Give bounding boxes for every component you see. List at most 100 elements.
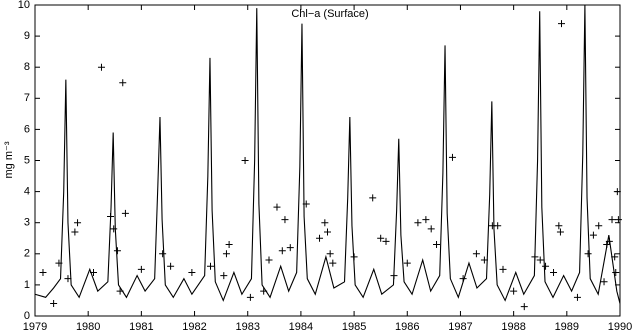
y-tick-label: 2 (24, 248, 30, 260)
plus-marker (110, 225, 118, 233)
plus-marker (321, 219, 329, 227)
plus-marker (531, 253, 539, 261)
plus-marker (324, 228, 331, 236)
plus-marker (390, 272, 398, 280)
chart-title: Chl−a (Surface) (291, 8, 368, 20)
plus-marker (600, 278, 608, 286)
plus-marker (608, 216, 616, 224)
plus-marker (74, 219, 82, 227)
plus-marker (281, 216, 289, 224)
plus-marker (159, 250, 167, 258)
plus-marker (613, 188, 621, 196)
plus-marker (612, 268, 620, 276)
x-tick-label: 1980 (76, 321, 100, 333)
plus-marker (207, 262, 214, 270)
plus-marker (316, 234, 324, 242)
plus-marker (265, 256, 273, 264)
plus-marker (614, 216, 622, 224)
plus-marker (427, 225, 435, 233)
plus-marker (286, 244, 294, 252)
plus-marker (472, 250, 480, 258)
plus-marker (107, 212, 115, 220)
plus-marker (433, 240, 441, 248)
x-tick-label: 1984 (289, 321, 313, 333)
plus-marker (329, 259, 337, 267)
plus-marker (536, 256, 544, 264)
plus-marker (39, 268, 47, 276)
x-tick-label: 1983 (235, 321, 259, 333)
y-tick-label: 5 (24, 154, 30, 166)
y-tick-label: 9 (24, 30, 30, 42)
data-line (34, 4, 621, 304)
plus-marker (542, 262, 550, 270)
plus-marker (414, 219, 422, 227)
plot-frame (34, 4, 621, 317)
x-tick-label: 1981 (129, 321, 153, 333)
y-tick-label: 8 (24, 61, 30, 73)
plus-marker (377, 234, 385, 242)
x-tick-label: 1982 (182, 321, 206, 333)
plus-marker (302, 200, 310, 208)
y-tick-label: 3 (24, 217, 30, 229)
y-tick-label: 4 (24, 186, 30, 198)
y-tick-label: 1 (24, 279, 30, 291)
plus-marker (119, 79, 127, 87)
plus-marker (116, 287, 124, 295)
plus-marker (350, 253, 358, 261)
plus-marker (167, 262, 175, 270)
plus-marker (220, 272, 228, 280)
x-tick-label: 1979 (23, 321, 47, 333)
plus-marker (188, 268, 196, 276)
plus-marker (480, 256, 488, 264)
y-tick-label: 6 (24, 123, 30, 135)
plus-marker (50, 300, 58, 308)
plus-marker (137, 265, 145, 273)
plus-marker (605, 237, 613, 245)
plus-marker (97, 63, 105, 71)
plus-marker (499, 265, 507, 273)
plus-marker (520, 303, 528, 311)
plus-marker (90, 268, 97, 276)
plus-marker (589, 231, 597, 239)
plus-marker (369, 194, 377, 202)
plus-marker (326, 250, 334, 258)
plus-marker (459, 275, 467, 283)
plus-marker (422, 216, 430, 224)
x-tick-label: 1986 (395, 321, 419, 333)
plus-marker (71, 228, 79, 236)
x-tick-label: 1987 (448, 321, 472, 333)
x-tick-label: 1990 (608, 321, 632, 333)
plus-marker (573, 293, 581, 301)
plus-marker (558, 20, 565, 28)
plus-marker (278, 247, 286, 255)
y-tick-label: 10 (18, 0, 30, 11)
plus-marker (273, 203, 281, 211)
y-tick-label: 0 (24, 310, 30, 322)
plus-marker (595, 222, 603, 230)
x-tick-label: 1988 (501, 321, 525, 333)
y-tick-label: 7 (24, 92, 30, 104)
plus-marker (584, 250, 592, 258)
plus-marker (55, 259, 63, 267)
plus-marker (611, 253, 619, 261)
plus-marker (510, 287, 518, 295)
plus-marker (246, 293, 254, 301)
x-tick-label: 1989 (555, 321, 579, 333)
plus-marker (121, 209, 129, 217)
plus-marker (260, 287, 268, 295)
plus-marker (555, 222, 563, 230)
plus-marker (241, 157, 249, 164)
plus-marker (222, 250, 230, 258)
plus-marker (448, 153, 456, 161)
plus-marker (494, 222, 502, 230)
plus-marker (403, 259, 411, 267)
plus-marker (64, 275, 72, 283)
plus-marker (225, 240, 233, 248)
plus-marker (550, 268, 558, 276)
x-tick-label: 1985 (342, 321, 366, 333)
plus-marker (113, 247, 121, 255)
plus-marker (382, 237, 390, 245)
y-axis-label: mg m⁻³ (3, 141, 15, 178)
plus-marker (556, 228, 564, 236)
